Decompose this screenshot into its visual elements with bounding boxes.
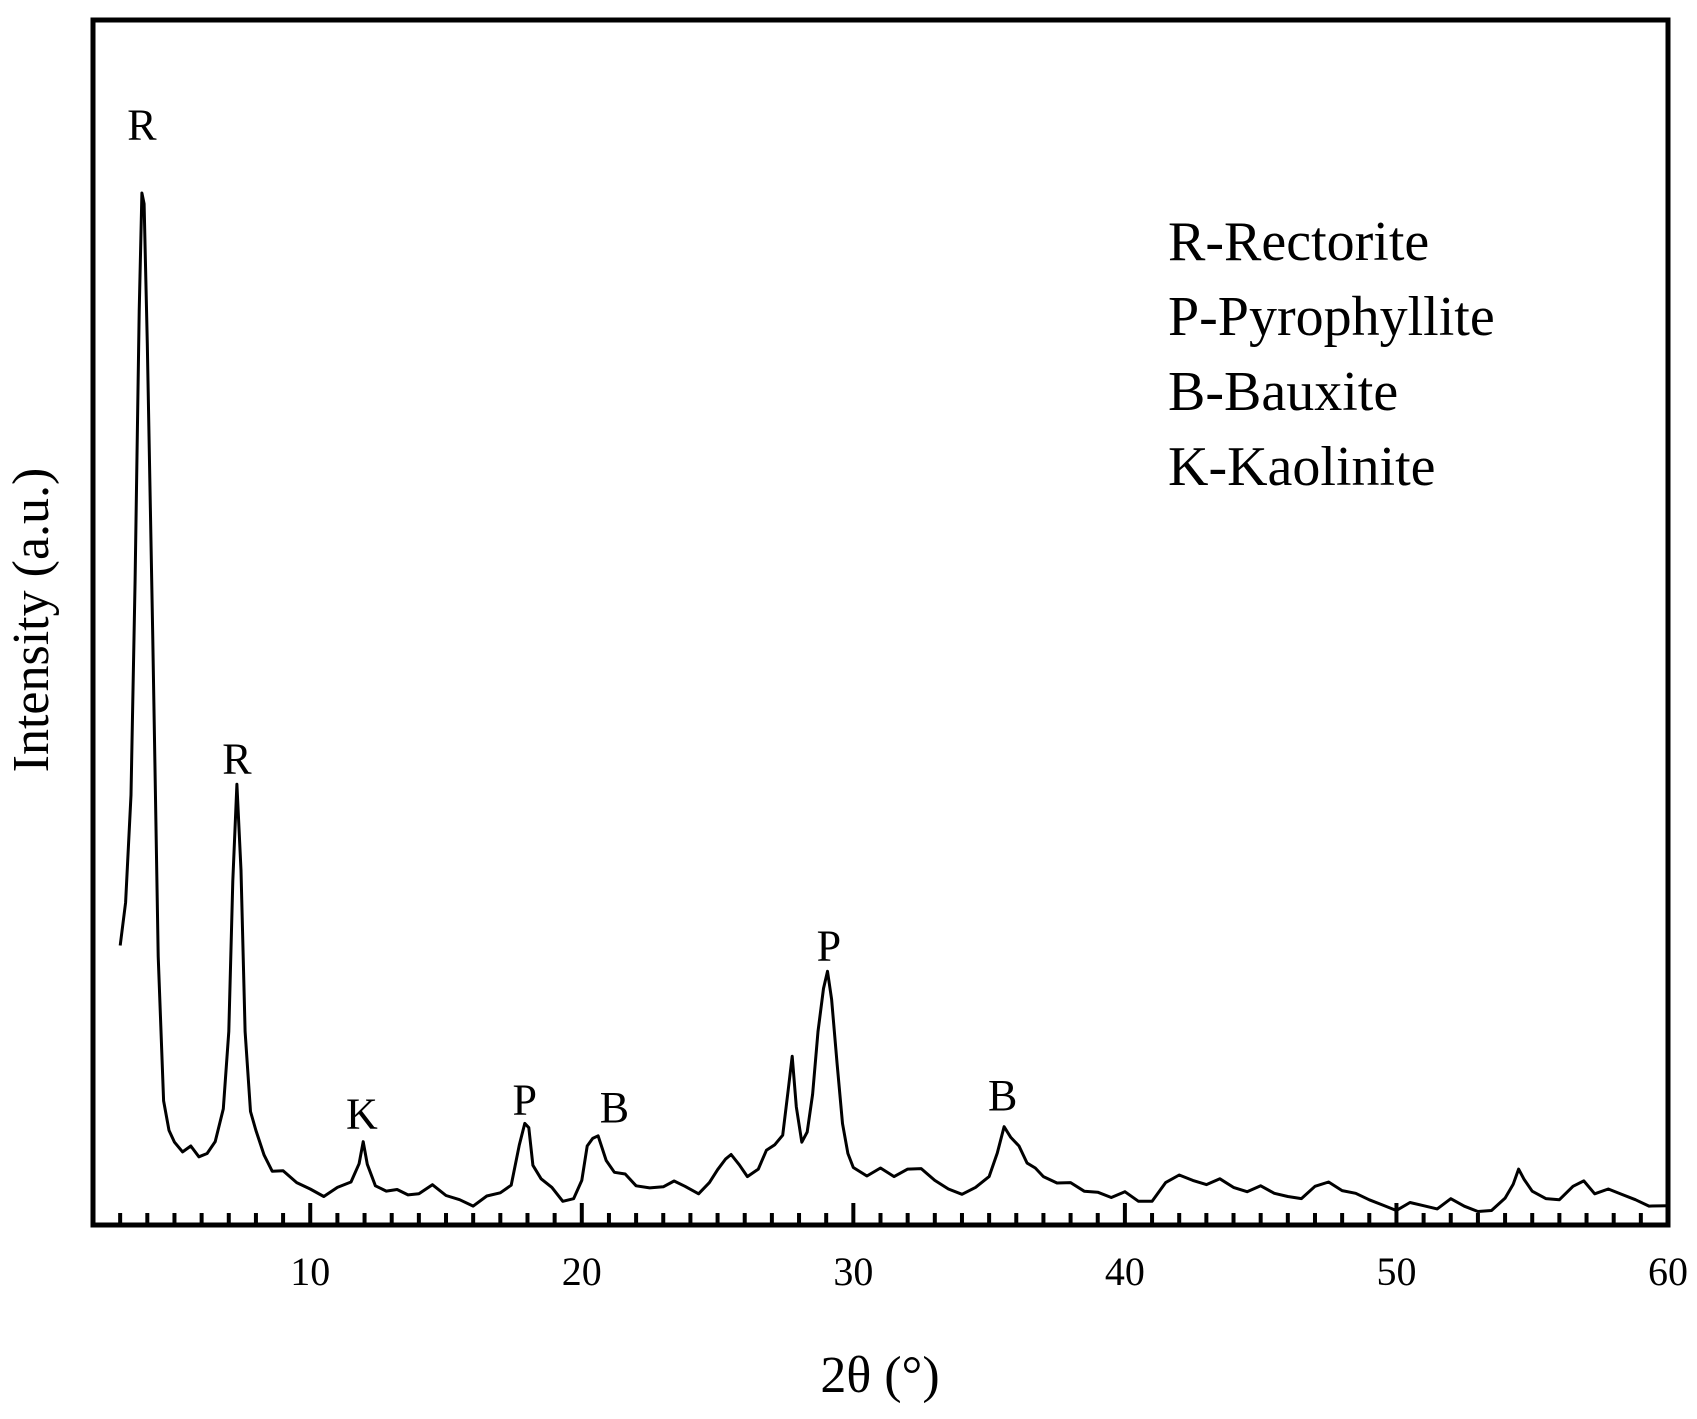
x-axis-title: 2θ (°)	[820, 1347, 939, 1404]
peak-label: K	[346, 1089, 378, 1138]
peak-labels: R R K P B P B	[127, 100, 1017, 1138]
x-tick-label: 40	[1105, 1249, 1145, 1294]
legend-entry-kaolinite: K-Kaolinite	[1168, 436, 1435, 498]
peak-label: P	[817, 922, 841, 971]
series-layer	[118, 191, 1669, 1213]
legend-entry-pyrophyllite: P-Pyrophyllite	[1168, 286, 1495, 348]
peak-label: R	[127, 100, 157, 149]
peak-label: R	[222, 735, 252, 784]
legend-entry-bauxite: B-Bauxite	[1168, 361, 1398, 423]
legend: R-Rectorite P-Pyrophyllite B-Bauxite K-K…	[1168, 211, 1495, 498]
x-tick-label: 20	[562, 1249, 602, 1294]
x-axis-ticks	[91, 1203, 1670, 1225]
peak-label: P	[513, 1075, 537, 1124]
x-tick-label: 30	[833, 1249, 873, 1294]
legend-entry-rectorite: R-Rectorite	[1168, 211, 1429, 273]
x-tick-label: 50	[1376, 1249, 1416, 1294]
series-line-0	[118, 191, 1669, 1213]
x-tick-label: 10	[290, 1249, 330, 1294]
peak-label: B	[988, 1071, 1017, 1120]
peak-label: B	[600, 1083, 629, 1132]
x-tick-label: 60	[1648, 1249, 1688, 1294]
y-axis-title: Intensity (a.u.)	[3, 468, 60, 773]
x-axis-tick-labels: 10 20 30 40 50 60	[290, 1249, 1688, 1294]
